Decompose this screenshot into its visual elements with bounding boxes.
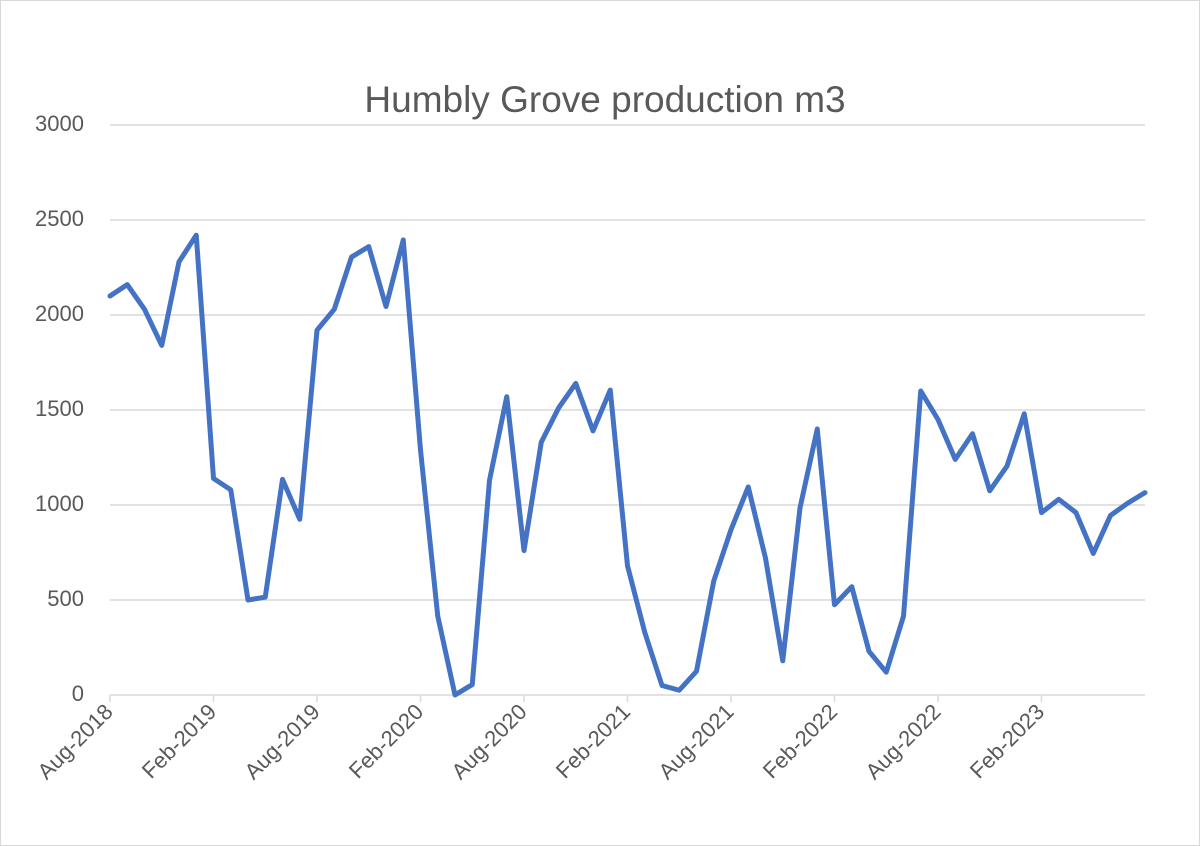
y-tick-label: 2000 <box>35 301 84 326</box>
chart-title: Humbly Grove production m3 <box>364 79 845 120</box>
y-tick-label: 2500 <box>35 206 84 231</box>
y-tick-label: 500 <box>47 586 84 611</box>
y-tick-label: 1000 <box>35 491 84 516</box>
line-series <box>107 232 1148 698</box>
y-tick-label: 3000 <box>35 111 84 136</box>
y-tick-label: 1500 <box>35 396 84 421</box>
y-tick-label: 0 <box>72 681 84 706</box>
